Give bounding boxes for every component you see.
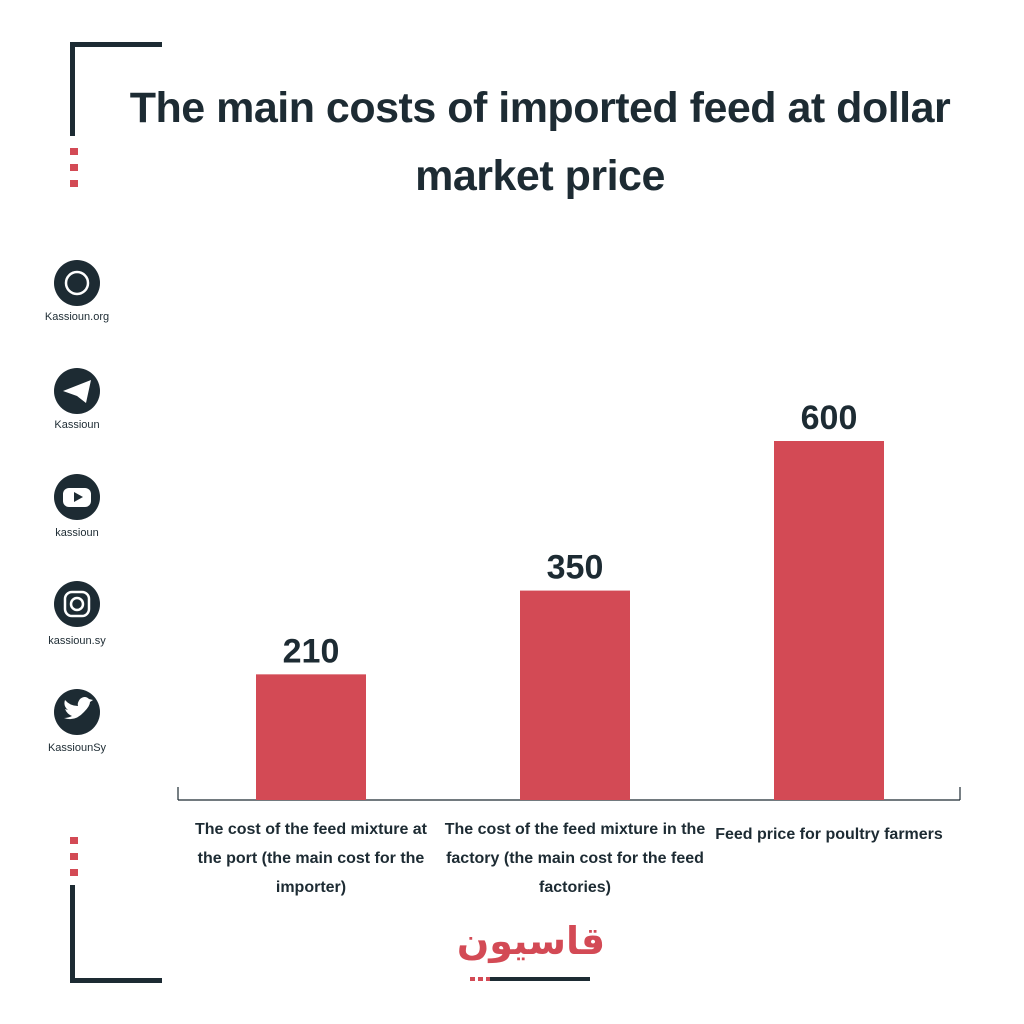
frame xyxy=(70,42,162,983)
social-label: KassiounSy xyxy=(48,742,107,754)
value-label: 210 xyxy=(283,632,340,670)
bar xyxy=(774,441,884,800)
bar xyxy=(256,674,366,800)
logo: قاسيون xyxy=(457,919,605,963)
social-label: Kassioun xyxy=(54,419,99,431)
value-label: 600 xyxy=(801,399,858,437)
x-tick-label: Feed price for poultry farmers xyxy=(715,826,943,843)
social-label: kassioun xyxy=(55,527,98,539)
x-tick-label: The cost of the feed mixture at the port… xyxy=(194,821,428,896)
x-tick-label: The cost of the feed mixture in the fact… xyxy=(444,821,706,896)
social-label: Kassioun.org xyxy=(45,311,109,323)
logo-underline xyxy=(470,977,590,981)
social-icons xyxy=(54,260,100,735)
bar xyxy=(520,590,630,800)
chart-title: The main costs of imported feed at dolla… xyxy=(129,84,951,200)
frame-dots xyxy=(70,148,78,876)
social-label: kassioun.sy xyxy=(48,635,106,647)
value-label: 350 xyxy=(547,549,604,587)
